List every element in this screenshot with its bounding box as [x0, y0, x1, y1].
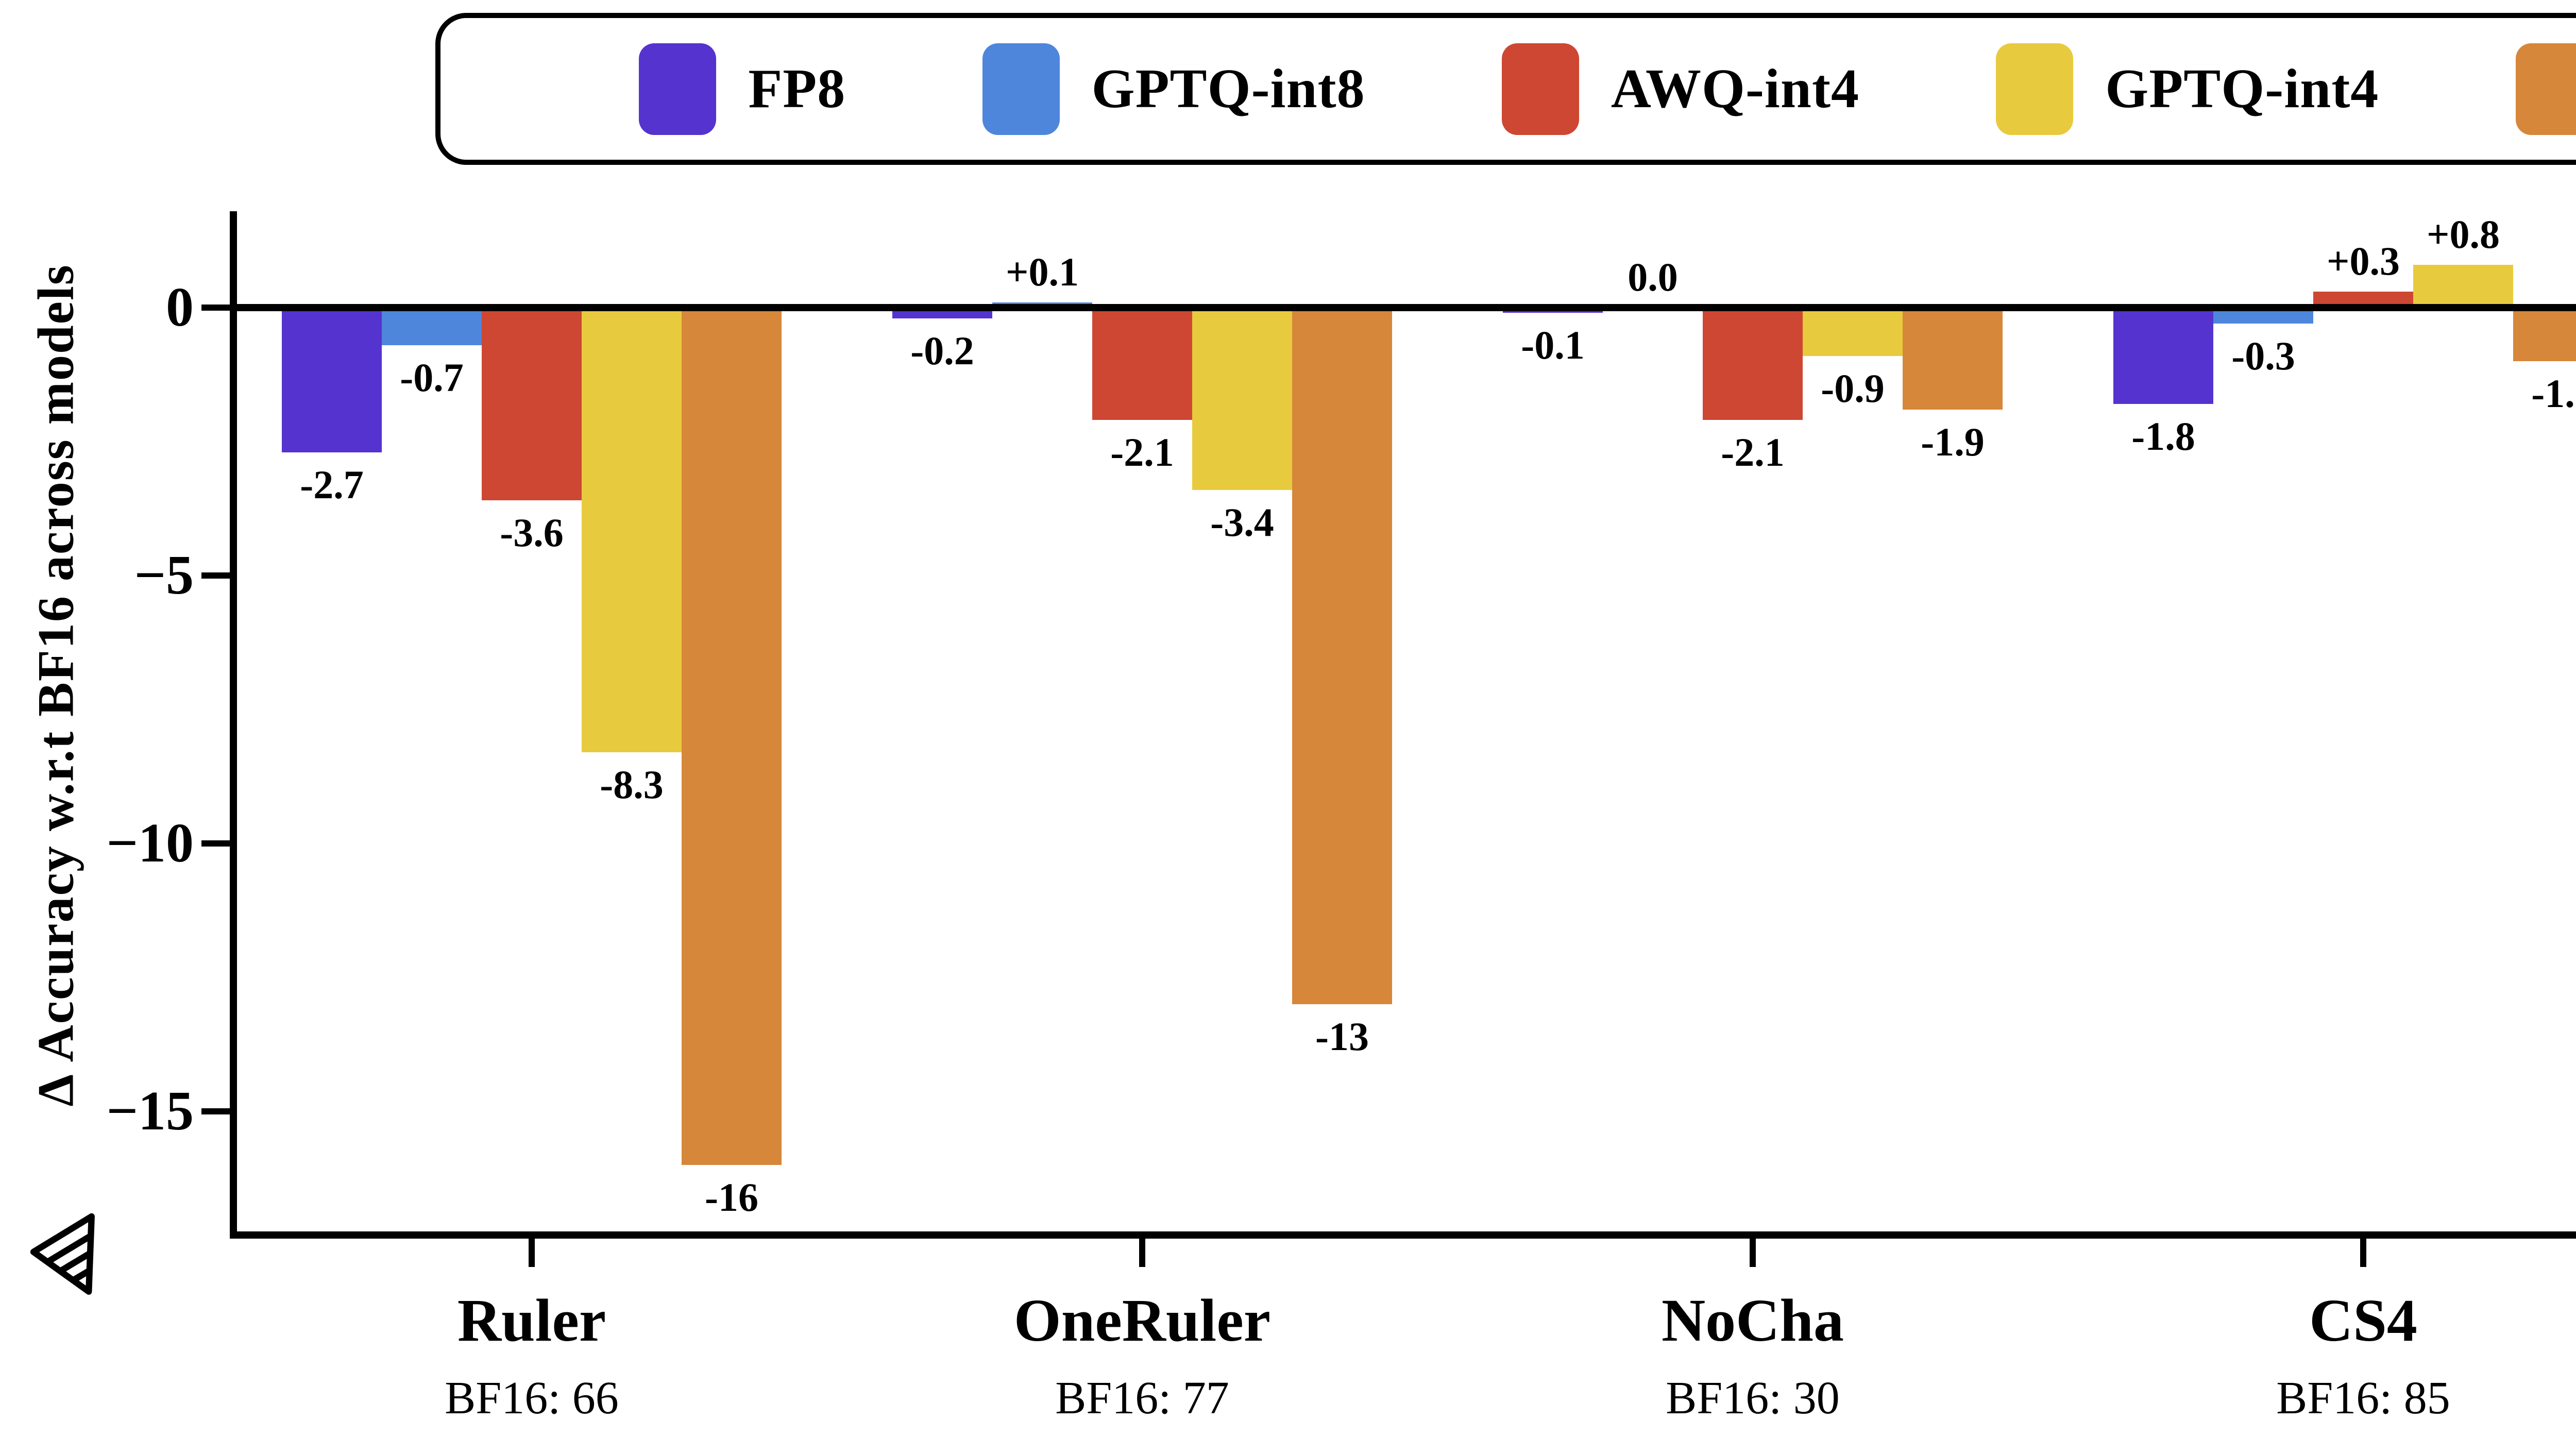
bar-value-label-AWQ-int4-CS4: +0.3: [2327, 238, 2400, 283]
category-sublabel-CS4: BF16: 85: [2276, 1373, 2450, 1424]
x-tick-CS4: [2360, 1239, 2366, 1267]
x-tick-OneRuler: [1139, 1239, 1145, 1267]
bar-GPTQ-int4-OneRuler: [1192, 308, 1292, 490]
bar-value-label-FP8-NoCha: -0.1: [1521, 323, 1585, 368]
y-tick-label-−10: −10: [106, 813, 194, 874]
legend-label-FP8: FP8: [748, 58, 846, 120]
category-label-NoCha: NoCha: [1661, 1287, 1844, 1354]
y-tick-−15: [201, 1108, 230, 1114]
bar-BNB-nf4-NoCha: [1903, 308, 2003, 410]
plot-area: 0 −5 −10 −15 Ruler BF16: 66 -2.7 -0.7 -3.6 -8.3 -1…: [106, 211, 2576, 1424]
triangular-ruler-icon: [30, 1213, 95, 1295]
bar-value-label-FP8-CS4: -1.8: [2131, 414, 2195, 459]
y-axis-spine: [230, 211, 237, 1239]
x-tick-Ruler: [529, 1239, 535, 1267]
legend-label-GPTQ-int8: GPTQ-int8: [1091, 58, 1365, 120]
bar-value-label-BNB-nf4-NoCha: -1.9: [1921, 419, 1985, 464]
category-sublabel-Ruler: BF16: 66: [445, 1373, 619, 1424]
bar-value-label-GPTQ-int4-Ruler: -8.3: [600, 762, 664, 807]
y-tick-label-−5: −5: [134, 545, 194, 606]
bar-BNB-nf4-OneRuler: [1292, 308, 1392, 1004]
bar-value-label-GPTQ-int4-NoCha: -0.9: [1821, 365, 1885, 411]
bar-value-label-BNB-nf4-OneRuler: -13: [1315, 1014, 1369, 1059]
bar-value-label-BNB-nf4-CS4: -1.0: [2531, 371, 2576, 416]
legend-swatch-GPTQ-int4: [1996, 43, 2074, 135]
y-tick-0: [201, 305, 230, 311]
y-tick-−5: [201, 572, 230, 579]
bar-value-label-BNB-nf4-Ruler: -16: [705, 1175, 758, 1220]
bar-value-label-GPTQ-int4-OneRuler: -3.4: [1210, 499, 1274, 545]
bar-value-label-FP8-Ruler: -2.7: [300, 462, 364, 507]
category-label-CS4: CS4: [2309, 1287, 2417, 1354]
bar-BNB-nf4-Ruler: [682, 308, 782, 1165]
legend-item-AWQ-int4: AWQ-int4: [1501, 43, 1859, 135]
bar-AWQ-int4-OneRuler: [1092, 308, 1192, 420]
y-tick-−10: [201, 840, 230, 847]
bar-FP8-Ruler: [282, 308, 382, 452]
bar-value-label-GPTQ-int8-NoCha: 0.0: [1628, 255, 1678, 299]
bar-value-label-GPTQ-int8-OneRuler: +0.1: [1006, 249, 1079, 294]
zero-baseline: [237, 304, 2576, 311]
bar-AWQ-int4-Ruler: [482, 308, 582, 501]
category-label-OneRuler: OneRuler: [1013, 1287, 1271, 1354]
category-sublabel-OneRuler: BF16: 77: [1055, 1373, 1229, 1424]
bar-GPTQ-int4-CS4: [2413, 264, 2513, 308]
bar-BNB-nf4-CS4: [2513, 308, 2576, 361]
category-sublabel-NoCha: BF16: 30: [1666, 1373, 1840, 1424]
bar-AWQ-int4-NoCha: [1703, 308, 1803, 420]
bar-value-label-GPTQ-int8-CS4: -0.3: [2231, 333, 2295, 379]
bar-value-label-AWQ-int4-NoCha: -2.1: [1721, 430, 1785, 475]
category-label-Ruler: Ruler: [457, 1287, 606, 1354]
legend-label-GPTQ-int4: GPTQ-int4: [2105, 58, 2379, 120]
bar-GPTQ-int4-NoCha: [1803, 308, 1903, 356]
x-tick-NoCha: [1750, 1239, 1756, 1267]
legend-item-GPTQ-int4: GPTQ-int4: [1996, 43, 2379, 135]
legend-label-AWQ-int4: AWQ-int4: [1611, 58, 1859, 120]
bar-value-label-AWQ-int4-Ruler: -3.6: [500, 510, 564, 555]
legend-swatch-BNB-nf4: [2515, 43, 2576, 135]
bar-GPTQ-int4-Ruler: [582, 308, 682, 753]
bar-value-label-AWQ-int4-OneRuler: -2.1: [1110, 430, 1174, 475]
legend-swatch-GPTQ-int8: [982, 43, 1060, 135]
y-axis-label: Δ Accuracy w.r.t BF16 across models: [27, 264, 84, 1107]
legend-swatch-AWQ-int4: [1501, 43, 1579, 135]
bar-value-label-FP8-OneRuler: -0.2: [910, 328, 974, 373]
legend-swatch-FP8: [639, 43, 717, 135]
legend-item-BNB-nf4: BNB-nf4: [2515, 43, 2576, 135]
legend-item-GPTQ-int8: GPTQ-int8: [982, 43, 1365, 135]
bar-value-label-GPTQ-int4-CS4: +0.8: [2427, 211, 2500, 257]
legend-item-FP8: FP8: [639, 43, 845, 135]
bar-value-label-GPTQ-int8-Ruler: -0.7: [400, 354, 464, 400]
y-tick-label-0: 0: [166, 277, 194, 338]
bar-FP8-CS4: [2113, 308, 2213, 404]
y-tick-label-−15: −15: [106, 1080, 194, 1142]
legend-box: FP8 GPTQ-int8 AWQ-int4 GPTQ-int4 BNB-nf4: [435, 13, 2576, 165]
x-axis-spine: [230, 1231, 2576, 1239]
bar-GPTQ-int8-Ruler: [382, 308, 482, 345]
